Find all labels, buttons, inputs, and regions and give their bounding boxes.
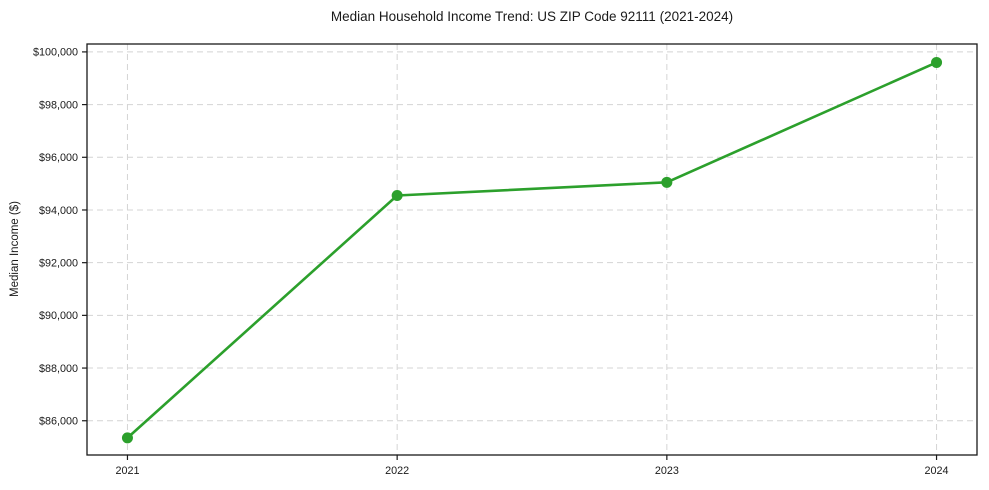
y-tick-label: $98,000 [39, 99, 78, 111]
y-tick-label: $86,000 [39, 416, 78, 428]
x-tick-label: 2021 [115, 465, 139, 477]
data-point-marker [931, 56, 943, 68]
y-axis-label: Median Income ($) [9, 201, 21, 297]
y-tick-label: $94,000 [39, 205, 78, 217]
y-tick-label: $96,000 [39, 152, 78, 164]
chart-title: Median Household Income Trend: US ZIP Co… [330, 9, 734, 24]
y-tick-label: $100,000 [33, 47, 78, 59]
plot-frame [86, 43, 978, 456]
x-tick-label: 2023 [655, 465, 679, 477]
data-line [126, 61, 938, 440]
data-point-marker [661, 176, 673, 188]
x-tick-label: 2024 [925, 465, 949, 477]
y-tick-label: $92,000 [39, 257, 78, 269]
x-tick-label: 2022 [385, 465, 409, 477]
y-tick-label: $88,000 [39, 363, 78, 375]
data-point-marker [121, 432, 133, 444]
y-tick-label: $90,000 [39, 310, 78, 322]
data-point-marker [391, 189, 403, 201]
